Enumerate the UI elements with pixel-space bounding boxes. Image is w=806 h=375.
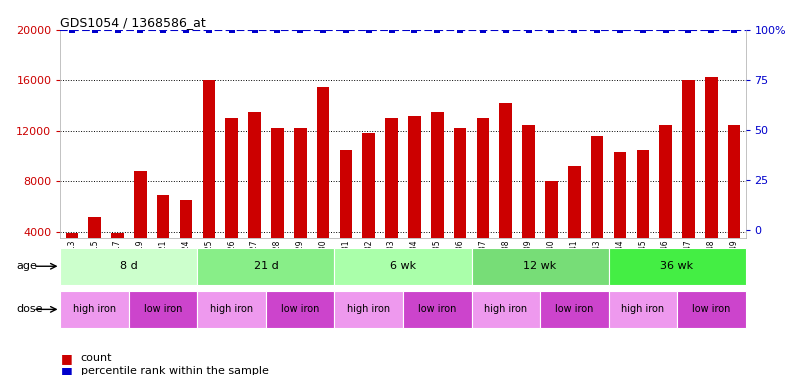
Bar [226,118,238,238]
Bar [266,291,334,328]
Text: 21 d: 21 d [254,261,278,271]
Bar [294,128,306,238]
Bar [472,291,540,328]
Bar [89,217,101,238]
Bar [728,124,741,238]
Text: ■: ■ [60,365,73,375]
Bar [317,87,330,238]
Bar [431,112,443,238]
Point [430,27,443,33]
Bar [545,182,558,238]
Bar [197,248,334,285]
Bar [472,248,609,285]
Bar [157,195,169,238]
Bar [271,128,284,238]
Point [225,27,239,33]
Text: low iron: low iron [281,304,319,314]
Point [704,27,717,33]
Bar [403,291,472,328]
Point [408,27,421,33]
Bar [591,136,604,238]
Point [682,27,695,33]
Point [248,27,261,33]
Point [522,27,535,33]
Point [180,27,193,33]
Text: high iron: high iron [210,304,253,314]
Text: age: age [16,261,37,271]
Point [362,27,375,33]
Bar [705,76,717,238]
Bar [568,166,580,238]
Text: high iron: high iron [347,304,390,314]
Point [591,27,604,33]
Bar [500,103,512,238]
Point [293,27,306,33]
Text: percentile rank within the sample: percentile rank within the sample [81,366,268,375]
Bar [540,291,609,328]
Bar [111,233,124,238]
Point [454,27,467,33]
Bar [363,134,375,238]
Point [65,27,78,33]
Bar [385,118,398,238]
Text: GDS1054 / 1368586_at: GDS1054 / 1368586_at [60,16,206,29]
Point [636,27,649,33]
Bar [134,171,147,238]
Point [385,27,398,33]
Text: high iron: high iron [484,304,527,314]
Bar [682,81,695,238]
Point [499,27,512,33]
Text: 12 wk: 12 wk [523,261,557,271]
Bar [334,248,472,285]
Bar [637,150,649,238]
Text: high iron: high iron [621,304,664,314]
Bar [60,291,129,328]
Point [111,27,124,33]
Bar [197,291,266,328]
Bar [248,112,261,238]
Bar [334,291,403,328]
Text: low iron: low iron [555,304,593,314]
Text: low iron: low iron [144,304,182,314]
Point [202,27,215,33]
Text: ■: ■ [60,352,73,364]
Point [156,27,169,33]
Text: 6 wk: 6 wk [390,261,416,271]
Bar [408,116,421,238]
Point [339,27,352,33]
Point [271,27,284,33]
Bar [609,248,746,285]
Point [545,27,558,33]
Bar [202,81,215,238]
Point [659,27,672,33]
Bar [476,118,489,238]
Point [728,27,741,33]
Point [613,27,626,33]
Text: count: count [81,353,112,363]
Bar [677,291,746,328]
Point [134,27,147,33]
Bar [65,233,78,238]
Bar [60,248,197,285]
Bar [339,150,352,238]
Point [567,27,580,33]
Text: low iron: low iron [692,304,730,314]
Text: 36 wk: 36 wk [660,261,694,271]
Text: high iron: high iron [73,304,116,314]
Bar [454,128,467,238]
Bar [659,124,672,238]
Bar [129,291,197,328]
Bar [613,152,626,238]
Bar [609,291,677,328]
Point [88,27,101,33]
Point [317,27,330,33]
Bar [522,124,535,238]
Text: low iron: low iron [418,304,456,314]
Point [476,27,489,33]
Bar [180,200,193,238]
Text: dose: dose [16,304,43,314]
Text: 8 d: 8 d [120,261,138,271]
